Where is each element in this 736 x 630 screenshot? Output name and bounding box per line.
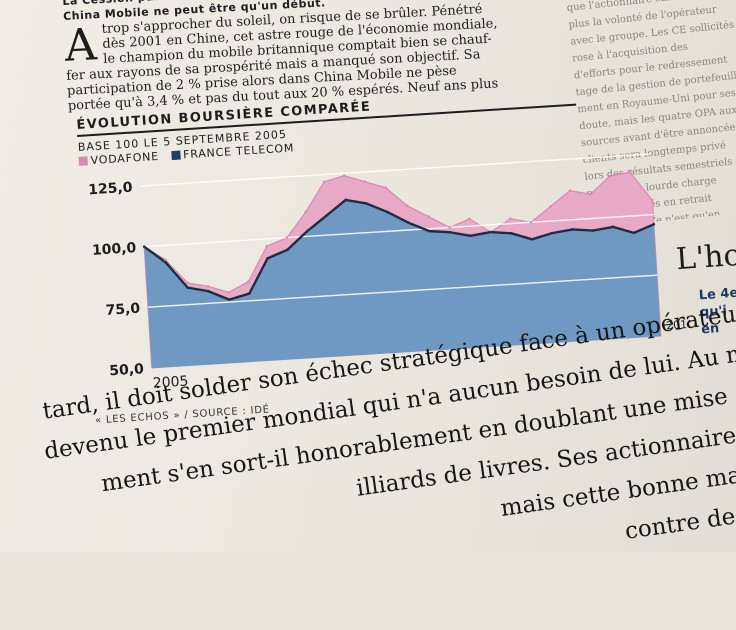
data-point-france-telecom: [652, 223, 656, 226]
data-point-vodafone: [549, 205, 552, 208]
data-point-france-telecom: [632, 231, 636, 235]
data-point-france-telecom: [550, 231, 554, 235]
legend-label-vodafone: VODAFONE: [90, 149, 160, 168]
data-point-france-telecom: [248, 292, 251, 295]
legend-swatch-vodafone: [78, 156, 88, 166]
y-tick-label: 125,0: [88, 180, 133, 199]
y-tick-label: 50,0: [109, 361, 145, 379]
x-tick-label: 2010: [666, 318, 693, 333]
chart-plot: 125,0 100,0 75,0 50,0 2005 2010: [88, 153, 693, 392]
data-point-vodafone: [628, 171, 632, 174]
data-point-france-telecom: [142, 245, 146, 248]
data-point-france-telecom: [571, 228, 574, 231]
y-tick-label: 100,0: [92, 240, 137, 259]
data-point-france-telecom: [164, 261, 167, 264]
data-point-vodafone: [448, 226, 451, 229]
y-tick-label: 75,0: [105, 301, 141, 319]
grid-line: [147, 274, 658, 308]
data-point-france-telecom: [324, 214, 328, 218]
data-point-vodafone: [247, 280, 250, 283]
data-point-vodafone: [342, 174, 346, 178]
data-point-vodafone: [227, 291, 231, 294]
data-point-vodafone: [304, 210, 307, 214]
data-point-france-telecom: [386, 210, 389, 214]
stock-chart-block: ÉVOLUTION BOURSIÈRE COMPARÉE BASE 100 LE…: [76, 81, 693, 426]
data-point-france-telecom: [407, 221, 410, 225]
data-point-vodafone: [384, 186, 388, 189]
data-point-france-telecom: [207, 289, 210, 293]
grid-line: [140, 153, 650, 187]
data-point-vodafone: [265, 244, 269, 248]
data-point-vodafone: [164, 258, 167, 262]
data-point-france-telecom: [228, 298, 231, 301]
data-point-france-telecom: [611, 225, 615, 229]
data-point-vodafone: [468, 217, 471, 221]
data-point-vodafone: [322, 180, 326, 184]
data-point-vodafone: [650, 198, 654, 202]
data-point-france-telecom: [286, 248, 289, 252]
legend-swatch-france-telecom: [170, 150, 181, 161]
data-point-vodafone: [186, 281, 189, 285]
data-point-france-telecom: [266, 257, 269, 260]
data-point-vodafone: [529, 220, 533, 224]
data-point-vodafone: [206, 285, 210, 288]
data-point-vodafone: [427, 215, 430, 218]
data-point-france-telecom: [448, 230, 452, 234]
data-point-france-telecom: [305, 230, 309, 233]
data-point-vodafone: [406, 204, 409, 208]
data-point-france-telecom: [186, 286, 189, 289]
x-tick-label: 2005: [152, 373, 189, 391]
drop-cap: A: [63, 19, 98, 72]
data-point-france-telecom: [530, 237, 534, 241]
data-point-france-telecom: [428, 229, 431, 233]
data-point-france-telecom: [489, 230, 493, 234]
data-point-france-telecom: [365, 202, 368, 205]
data-point-vodafone: [285, 236, 289, 239]
data-point-france-telecom: [591, 229, 595, 232]
data-point-vodafone: [568, 189, 572, 192]
data-point-france-telecom: [509, 231, 513, 235]
series-area-france-telecom: [144, 199, 661, 368]
data-point-vodafone: [363, 180, 367, 183]
grid-line: [144, 213, 654, 248]
data-point-france-telecom: [344, 198, 347, 202]
data-point-vodafone: [509, 217, 512, 221]
data-point-france-telecom: [469, 234, 472, 238]
x-axis-line: [151, 335, 661, 369]
series-line-france-telecom: [143, 198, 655, 301]
data-point-vodafone: [608, 174, 612, 178]
data-point-vodafone: [589, 192, 592, 196]
